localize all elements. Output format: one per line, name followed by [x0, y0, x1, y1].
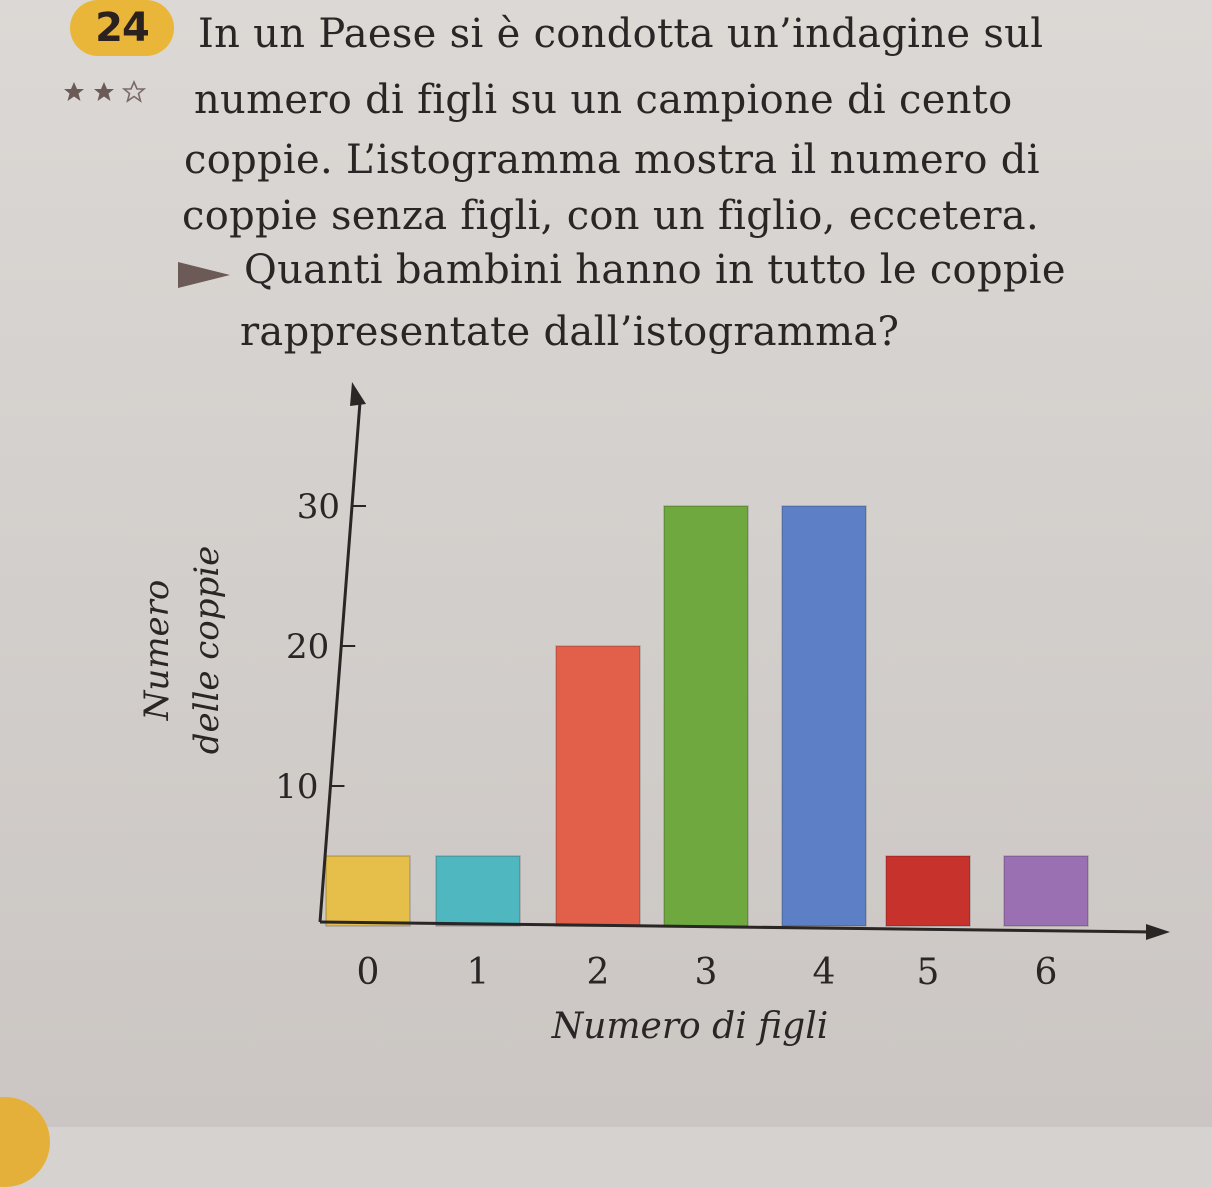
bar-1	[435, 855, 521, 927]
x-axis-arrowhead-icon	[1146, 924, 1170, 940]
exercise-number: 24	[95, 5, 150, 51]
y-axis-arrowhead-icon	[350, 382, 366, 406]
x-tick-label-1: 1	[467, 952, 490, 993]
bar-0	[325, 855, 411, 927]
y-tick-label-10: 10	[275, 767, 318, 807]
star-outline-icon	[122, 80, 146, 103]
question-line-2: rappresentate dall’istogramma?	[240, 309, 900, 355]
triangle-arrow-icon	[178, 262, 230, 288]
y-axis-label-line-2: delle coppie	[187, 546, 227, 755]
y-tick-label-20: 20	[286, 627, 329, 667]
x-tick-label-4: 4	[813, 952, 836, 993]
y-ticks-group: 10 20 30	[275, 487, 366, 807]
y-axis-label-line-1: Numero	[137, 580, 177, 722]
x-ticks-group: 0 1 2 3 4 5 6	[357, 952, 1058, 993]
difficulty-rating	[62, 80, 146, 104]
problem-text-line-1: In un Paese si è condotta un’indagine su…	[198, 11, 1044, 57]
bar-4	[781, 505, 867, 927]
exercise-number-badge: 24	[70, 0, 174, 56]
problem-text-line-3: coppie. L’istogramma mostra il numero di	[184, 137, 1040, 183]
x-axis-line	[319, 920, 1153, 934]
bar-6	[1003, 855, 1089, 927]
problem-text-line-2: numero di figli su un campione di cento	[194, 77, 1013, 123]
x-axis-label: Numero di figli	[551, 1006, 829, 1047]
y-tick-label-30: 30	[297, 487, 340, 527]
problem-text-line-4: coppie senza figli, con un figlio, eccet…	[182, 193, 1039, 239]
x-tick-label-5: 5	[917, 952, 940, 993]
star-filled-icon	[64, 82, 84, 101]
question-line-1: Quanti bambini hanno in tutto le coppie	[244, 247, 1066, 293]
x-tick-label-6: 6	[1035, 952, 1058, 993]
bar-5	[885, 855, 971, 927]
star-filled-icon	[94, 82, 114, 101]
x-tick-label-2: 2	[587, 952, 610, 993]
y-axis-line	[318, 401, 362, 923]
bars-group	[325, 505, 1089, 927]
axes-group	[318, 382, 1170, 940]
y-axis-label: Numero delle coppie	[137, 546, 227, 755]
x-tick-label-0: 0	[357, 952, 380, 993]
histogram-chart: 10 20 30 0 1 2 3 4 5 6 Numero di figli Numero de…	[137, 382, 1170, 1047]
bar-2	[555, 645, 641, 927]
bar-3	[663, 505, 749, 927]
x-tick-label-3: 3	[695, 952, 718, 993]
